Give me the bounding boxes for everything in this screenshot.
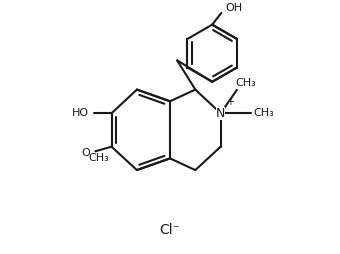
- Text: HO: HO: [72, 108, 89, 118]
- Text: CH₃: CH₃: [253, 108, 274, 118]
- Text: O: O: [82, 148, 90, 157]
- Text: CH₃: CH₃: [88, 153, 108, 163]
- Text: +: +: [226, 98, 235, 107]
- Text: N: N: [216, 107, 225, 120]
- Text: OH: OH: [225, 3, 242, 13]
- Text: CH₃: CH₃: [235, 78, 256, 88]
- Text: Cl⁻: Cl⁻: [159, 223, 181, 237]
